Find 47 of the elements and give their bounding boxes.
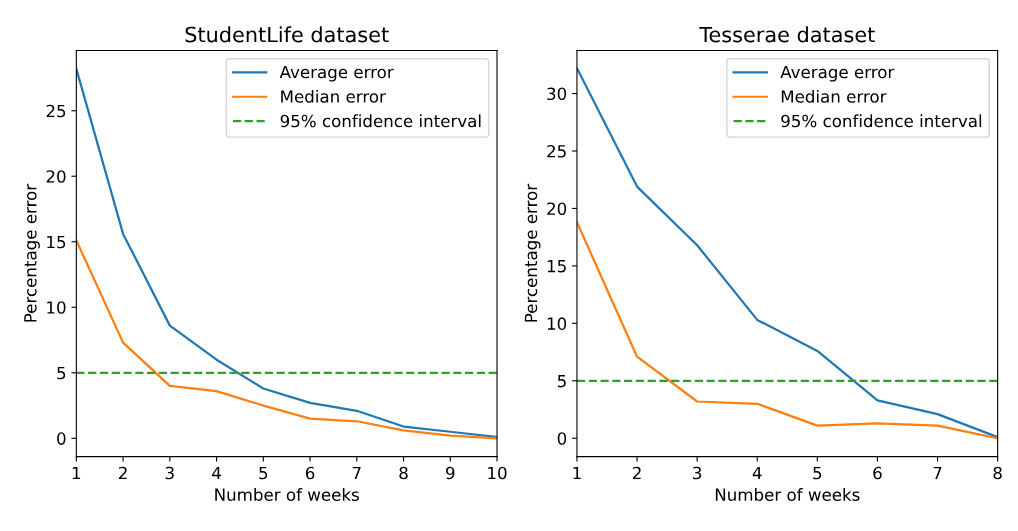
x-tick-label: 9 [446,466,455,480]
x-axis-title: Number of weeks [715,488,860,501]
y-axis-title: Percentage error [24,183,40,322]
x-tick-label: 1 [72,466,81,480]
x-tick-label: 7 [933,466,942,480]
line-series [76,239,498,440]
x-tick-label: 8 [399,466,408,480]
chart-title: Tesserae dataset [699,26,875,43]
line-series [576,221,998,440]
y-tick-label: 15 [547,260,566,273]
line-series [76,67,498,439]
x-tick-label: 5 [813,466,822,480]
y-tick-label: 20 [46,170,66,183]
y-tick-label: 10 [547,317,567,330]
y-axis-title: Percentage error [524,183,541,322]
x-tick-label: 3 [165,466,174,480]
x-tick-label: 2 [632,466,641,480]
x-tick-label: 4 [752,466,762,480]
x-tick-label: 8 [993,466,1002,480]
legend-label: 95% confidence interval [280,114,481,128]
x-tick-label: 5 [259,466,268,480]
y-tick-label: 0 [557,432,567,445]
x-tick-label: 2 [119,466,127,480]
chart-title: StudentLife dataset [185,26,389,43]
x-tick-label: 10 [488,466,507,480]
y-tick-label: 30 [547,87,567,101]
x-axis-title: Number of weeks [215,488,359,501]
y-tick-label: 25 [547,144,566,158]
y-tick-label: 5 [557,375,566,388]
y-tick-label: 25 [46,104,66,118]
x-tick-label: 3 [693,466,702,480]
legend-label: Average error [780,65,895,82]
x-tick-label: 1 [573,466,581,480]
x-tick-label: 4 [212,466,221,480]
y-tick-label: 15 [47,235,66,249]
y-tick-label: 5 [57,366,66,380]
y-tick-label: 0 [57,432,66,445]
x-tick-label: 6 [305,466,315,480]
x-tick-label: 6 [873,466,882,480]
y-tick-label: 10 [47,301,66,314]
x-tick-label: 7 [352,466,361,480]
line-series [576,67,998,439]
legend-label: Median error [781,89,887,103]
legend-label: 95% confidence interval [781,114,982,128]
y-tick-label: 20 [547,202,567,216]
legend-label: Median error [281,89,386,103]
legend-label: Average error [279,65,394,82]
